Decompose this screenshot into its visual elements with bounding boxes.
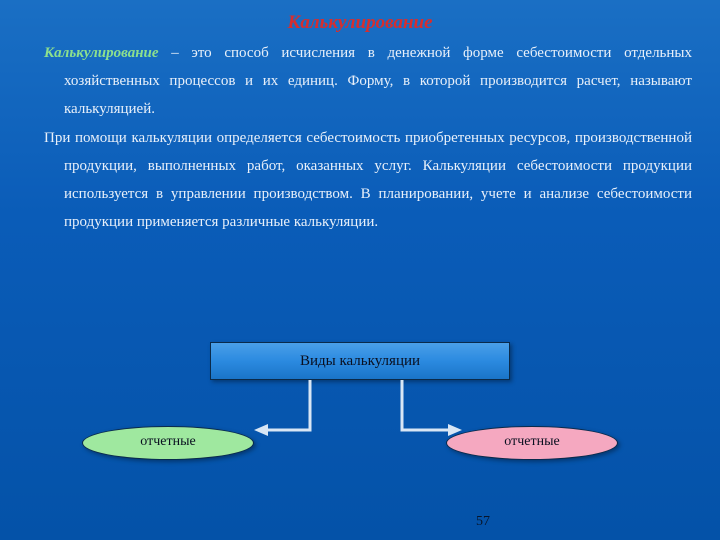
child-node-left: отчетные [82, 426, 254, 460]
types-diagram: Виды калькуляции отчетные отчетные [0, 342, 720, 512]
child-node-right: отчетные [446, 426, 618, 460]
lead-term: Калькулирование [44, 45, 159, 61]
body-text: Калькулирование – это способ исчисления … [0, 40, 720, 236]
parent-node: Виды калькуляции [210, 342, 510, 380]
page-number: 57 [476, 514, 490, 530]
paragraph-1: Калькулирование – это способ исчисления … [64, 40, 692, 123]
para1-rest: – это способ исчисления в денежной форме… [64, 45, 692, 117]
paragraph-2: При помощи калькуляции определяется себе… [64, 125, 692, 236]
page-title: Калькулирование [0, 0, 720, 40]
connector-left [250, 380, 330, 450]
